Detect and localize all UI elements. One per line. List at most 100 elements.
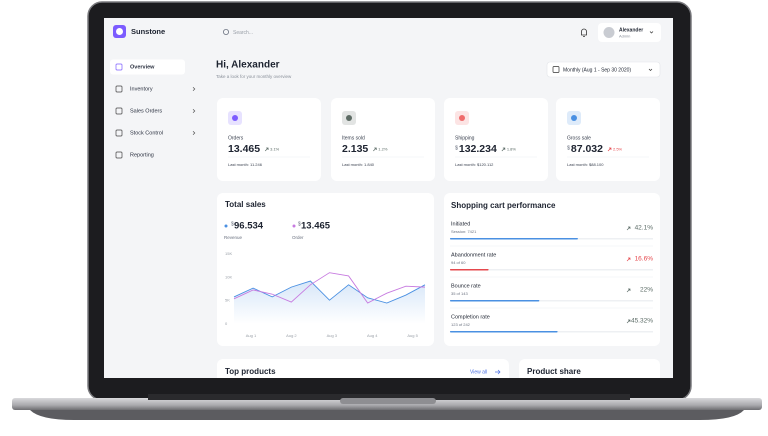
- period: Monthly (Aug 1 - Sep 30 2020): [563, 67, 631, 73]
- trend-icon: [626, 257, 631, 262]
- stat-label: Orders: [228, 135, 244, 141]
- stat-value: 13.465: [228, 143, 260, 155]
- user-role: Admin: [619, 34, 630, 39]
- base-bottom: [30, 410, 744, 420]
- stat-card: [217, 98, 321, 181]
- calendar-icon: [552, 66, 560, 73]
- stat-change: 2.5%: [613, 147, 623, 152]
- stat-change: 1.2%: [378, 147, 388, 152]
- user-name: Alexander: [619, 27, 643, 33]
- stat-label: Shipping: [455, 135, 475, 141]
- line: [233, 272, 426, 304]
- nav-icon: [115, 129, 123, 137]
- nav-item[interactable]: Sales Orders: [130, 108, 162, 114]
- progress-bar: [450, 238, 578, 240]
- greeting: Hi, Alexander: [216, 60, 280, 71]
- brand: Sunstone: [131, 27, 165, 36]
- line: [233, 280, 426, 304]
- chevron: [192, 86, 196, 92]
- stat-last: Last month: $120.112: [455, 162, 494, 167]
- nav-item[interactable]: Overview: [130, 64, 155, 70]
- order-value: 13.465: [301, 221, 331, 232]
- trend-icon: [264, 147, 269, 152]
- product-share-card: [519, 359, 660, 378]
- chevron: [192, 108, 196, 114]
- top-products-card: [217, 359, 509, 378]
- x-tick-label: Aug 5: [407, 333, 418, 338]
- progress-bar: [450, 269, 489, 271]
- area: [234, 281, 425, 324]
- stat-card: [556, 98, 660, 181]
- stat-last: Last month: 1.840: [342, 162, 375, 167]
- order-label: Order: [292, 235, 304, 240]
- stat-value: 2.135: [342, 143, 368, 155]
- notch: [340, 398, 436, 404]
- progress-bar: [450, 300, 540, 302]
- stat-icon: [232, 115, 238, 121]
- stat-currency: $: [455, 145, 458, 151]
- y-tick-label: 10K: [225, 274, 232, 279]
- subtitle: Take a look for your monthly overview: [216, 74, 292, 79]
- card-title: Product share: [527, 367, 581, 376]
- arrow-icon: [495, 369, 501, 375]
- view-all-link[interactable]: View all: [470, 369, 487, 375]
- cart-row-name: Completion rate: [451, 314, 490, 320]
- trend-icon: [626, 226, 631, 231]
- revenue-label: Revenue: [224, 235, 243, 240]
- cart-row-detail: 94 of 60: [451, 260, 466, 265]
- stat-change: 3.1%: [270, 147, 280, 152]
- progress-bar: [450, 331, 558, 333]
- trend-icon: [373, 147, 377, 152]
- stat-value: 132.234: [459, 143, 497, 155]
- stat-change: 1.8%: [507, 147, 517, 152]
- cart-row-name: Bounce rate: [451, 283, 481, 289]
- logo-dot: [116, 28, 123, 35]
- cart-row-name: Abandonment rate: [451, 252, 496, 258]
- nav-active: [110, 59, 185, 75]
- stat-card: [444, 98, 548, 181]
- trend-icon: [501, 147, 506, 152]
- cart-row-rate: 22%: [640, 287, 653, 294]
- y-tick-label: 5K: [225, 298, 230, 303]
- nav-item[interactable]: Reporting: [130, 152, 154, 158]
- stat-label: Items sold: [342, 135, 365, 141]
- nav-item[interactable]: Inventory: [130, 86, 153, 92]
- legend-dot: [292, 224, 296, 228]
- currency: $: [231, 221, 234, 227]
- user-card[interactable]: [598, 23, 661, 42]
- chevron: [648, 68, 653, 71]
- stat-icon: [459, 115, 465, 121]
- nav-item[interactable]: Stock Control: [130, 130, 163, 136]
- search-icon: [222, 28, 229, 35]
- stat-last: Last month: $88.100: [567, 162, 604, 167]
- trend-icon: [626, 319, 631, 324]
- stat-label: Gross sale: [567, 135, 591, 141]
- cart-row-detail: 35 of 143: [451, 291, 468, 296]
- card-title: Top products: [225, 367, 276, 376]
- cart-row-detail: 123 of 242: [451, 322, 471, 327]
- search-input[interactable]: Search...: [233, 30, 253, 36]
- legend-dot: [224, 224, 228, 228]
- x-tick-label: Aug 3: [327, 333, 338, 338]
- stat-currency: $: [567, 145, 570, 151]
- cart-row-rate: 42.1%: [635, 225, 654, 232]
- period-button[interactable]: [546, 61, 661, 78]
- y-tick-label: 0: [225, 321, 228, 326]
- x-tick-label: Aug 2: [286, 333, 297, 338]
- trend-icon: [607, 147, 612, 152]
- cart-row-rate: 45.32%: [631, 318, 653, 325]
- bell-icon[interactable]: [581, 28, 587, 37]
- card-title: Shopping cart performance: [451, 201, 556, 210]
- revenue-value: 96.534: [234, 221, 264, 232]
- cart-row-detail: Session: 7421: [451, 229, 477, 234]
- chevron: [192, 130, 196, 136]
- stat-last: Last month: 11.246: [228, 162, 263, 167]
- stat-card: [331, 98, 435, 181]
- x-tick-label: Aug 1: [246, 333, 257, 338]
- screen: Sunstone Search... Alexander Admin Hi, A…: [104, 18, 673, 378]
- cart-row-rate: 16.6%: [635, 256, 654, 263]
- stat-value: 87.032: [571, 143, 603, 155]
- hinge: [148, 394, 630, 400]
- trend-icon: [626, 288, 631, 293]
